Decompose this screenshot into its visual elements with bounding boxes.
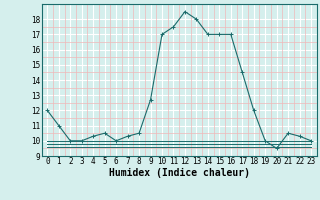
X-axis label: Humidex (Indice chaleur): Humidex (Indice chaleur)	[109, 168, 250, 178]
